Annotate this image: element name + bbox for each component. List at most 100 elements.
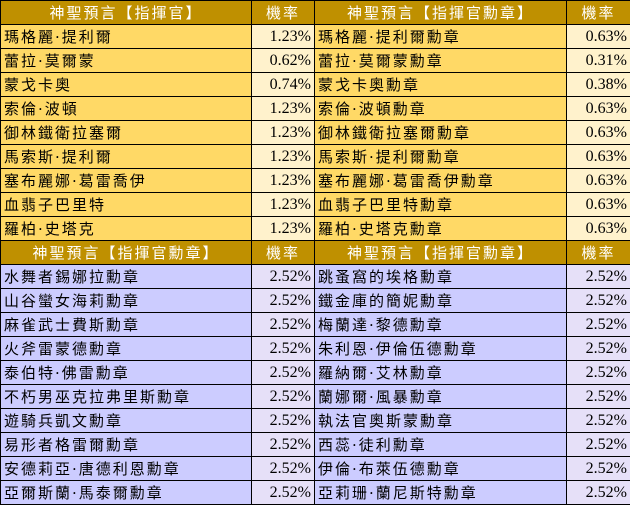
table-row: 火斧雷蒙德勳章 2.52% 朱利恩·伊倫伍德勳章 2.52% bbox=[0, 336, 630, 361]
item-header: 神聖預言【指揮官勳章】 bbox=[314, 240, 567, 265]
item-name-cell: 蘭娜爾·風暴勳章 bbox=[314, 384, 567, 409]
rate-cell: 1.23% bbox=[251, 96, 315, 121]
item-name-cell: 索倫·波頓勳章 bbox=[314, 96, 567, 121]
table-row: 蒙戈卡奧 0.74% 蒙戈卡奧勳章 0.38% bbox=[0, 72, 630, 97]
rate-header: 機率 bbox=[251, 240, 315, 265]
rate-cell: 1.23% bbox=[251, 120, 315, 145]
rate-cell: 2.52% bbox=[566, 480, 630, 505]
item-name-cell: 血翡子巴里特 bbox=[0, 192, 252, 217]
rate-cell: 2.52% bbox=[566, 336, 630, 361]
item-name-cell: 鐵金庫的簡妮勳章 bbox=[314, 288, 567, 313]
rate-cell: 0.74% bbox=[251, 72, 315, 97]
item-name-cell: 瑪格麗·提利爾勳章 bbox=[314, 24, 567, 49]
item-name-cell: 羅柏·史塔克 bbox=[0, 216, 252, 241]
rate-cell: 2.52% bbox=[251, 432, 315, 457]
table-row: 安德莉亞·唐德利恩勳章 2.52% 伊倫·布萊伍德勳章 2.52% bbox=[0, 456, 630, 481]
item-name-cell: 血翡子巴里特勳章 bbox=[314, 192, 567, 217]
item-name-cell: 瑪格麗·提利爾 bbox=[0, 24, 252, 49]
table-row: 索倫·波頓 1.23% 索倫·波頓勳章 0.63% bbox=[0, 96, 630, 121]
table-row: 麻雀武士費斯勳章 2.52% 梅蘭達·黎德勳章 2.52% bbox=[0, 312, 630, 337]
item-name-cell: 亞爾斯蘭·馬泰爾勳章 bbox=[0, 480, 252, 505]
item-name-cell: 安德莉亞·唐德利恩勳章 bbox=[0, 456, 252, 481]
item-name-cell: 易形者格雷爾勳章 bbox=[0, 432, 252, 457]
item-name-cell: 跳蚤窩的埃格勳章 bbox=[314, 264, 567, 289]
table-row: 御林鐵衛拉塞爾 1.23% 御林鐵衛拉塞爾勳章 0.63% bbox=[0, 120, 630, 145]
rate-cell: 2.52% bbox=[566, 384, 630, 409]
item-name-cell: 遊騎兵凱文勳章 bbox=[0, 408, 252, 433]
item-name-cell: 御林鐵衛拉塞爾勳章 bbox=[314, 120, 567, 145]
rate-cell: 2.52% bbox=[566, 360, 630, 385]
item-name-cell: 馬索斯·提利爾 bbox=[0, 144, 252, 169]
item-name-cell: 蒙戈卡奧 bbox=[0, 72, 252, 97]
item-name-cell: 蕾拉·莫爾蒙 bbox=[0, 48, 252, 73]
table-row: 不朽男巫克拉弗里斯勳章 2.52% 蘭娜爾·風暴勳章 2.52% bbox=[0, 384, 630, 409]
item-name-cell: 索倫·波頓 bbox=[0, 96, 252, 121]
item-name-cell: 西蕊·徒利勳章 bbox=[314, 432, 567, 457]
table-row: 蕾拉·莫爾蒙 0.62% 蕾拉·莫爾蒙勳章 0.31% bbox=[0, 48, 630, 73]
rate-cell: 0.63% bbox=[566, 168, 630, 193]
rate-cell: 2.52% bbox=[251, 480, 315, 505]
item-name-cell: 執法官奧斯蒙勳章 bbox=[314, 408, 567, 433]
rate-cell: 1.23% bbox=[251, 216, 315, 241]
rate-cell: 2.52% bbox=[566, 432, 630, 457]
rate-cell: 1.23% bbox=[251, 168, 315, 193]
rate-header: 機率 bbox=[566, 240, 630, 265]
item-name-cell: 伊倫·布萊伍德勳章 bbox=[314, 456, 567, 481]
rate-cell: 2.52% bbox=[251, 264, 315, 289]
table-row: 水舞者錫娜拉勳章 2.52% 跳蚤窩的埃格勳章 2.52% bbox=[0, 264, 630, 289]
rate-cell: 0.38% bbox=[566, 72, 630, 97]
table-row: 塞布麗娜·葛雷喬伊 1.23% 塞布麗娜·葛雷喬伊勳章 0.63% bbox=[0, 168, 630, 193]
rate-cell: 2.52% bbox=[566, 264, 630, 289]
rate-cell: 0.63% bbox=[566, 144, 630, 169]
rate-cell: 1.23% bbox=[251, 24, 315, 49]
rate-cell: 2.52% bbox=[251, 336, 315, 361]
item-header: 神聖預言【指揮官勳章】 bbox=[0, 240, 252, 265]
item-name-cell: 泰伯特·佛雷勳章 bbox=[0, 360, 252, 385]
rate-cell: 1.23% bbox=[251, 144, 315, 169]
rate-cell: 0.63% bbox=[566, 96, 630, 121]
item-name-cell: 不朽男巫克拉弗里斯勳章 bbox=[0, 384, 252, 409]
item-name-cell: 塞布麗娜·葛雷喬伊勳章 bbox=[314, 168, 567, 193]
rate-cell: 0.63% bbox=[566, 192, 630, 217]
rate-cell: 0.63% bbox=[566, 120, 630, 145]
item-header: 神聖預言【指揮官】 bbox=[0, 0, 252, 25]
rate-cell: 2.52% bbox=[566, 456, 630, 481]
rate-cell: 1.23% bbox=[251, 192, 315, 217]
rate-cell: 0.31% bbox=[566, 48, 630, 73]
rate-cell: 2.52% bbox=[251, 408, 315, 433]
rate-cell: 2.52% bbox=[251, 384, 315, 409]
table-row: 遊騎兵凱文勳章 2.52% 執法官奧斯蒙勳章 2.52% bbox=[0, 408, 630, 433]
rate-cell: 0.62% bbox=[251, 48, 315, 73]
rate-header: 機率 bbox=[251, 0, 315, 25]
rate-cell: 2.52% bbox=[251, 288, 315, 313]
probability-table: 神聖預言【指揮官】 機率 神聖預言【指揮官勳章】 機率 瑪格麗·提利爾 1.23% 瑪格麗·… bbox=[0, 0, 630, 505]
rate-header: 機率 bbox=[566, 0, 630, 25]
rate-cell: 2.52% bbox=[566, 408, 630, 433]
rate-cell: 0.63% bbox=[566, 24, 630, 49]
table-row: 亞爾斯蘭·馬泰爾勳章 2.52% 亞莉珊·蘭尼斯特勳章 2.52% bbox=[0, 480, 630, 505]
rate-cell: 2.52% bbox=[251, 312, 315, 337]
rate-cell: 2.52% bbox=[251, 360, 315, 385]
item-name-cell: 羅納爾·艾林勳章 bbox=[314, 360, 567, 385]
item-name-cell: 蕾拉·莫爾蒙勳章 bbox=[314, 48, 567, 73]
rate-cell: 0.63% bbox=[566, 216, 630, 241]
table-row: 易形者格雷爾勳章 2.52% 西蕊·徒利勳章 2.52% bbox=[0, 432, 630, 457]
item-name-cell: 蒙戈卡奧勳章 bbox=[314, 72, 567, 97]
table-row: 瑪格麗·提利爾 1.23% 瑪格麗·提利爾勳章 0.63% bbox=[0, 24, 630, 49]
item-name-cell: 火斧雷蒙德勳章 bbox=[0, 336, 252, 361]
header-row: 神聖預言【指揮官】 機率 神聖預言【指揮官勳章】 機率 bbox=[0, 0, 630, 25]
rate-cell: 2.52% bbox=[566, 312, 630, 337]
header-row: 神聖預言【指揮官勳章】 機率 神聖預言【指揮官勳章】 機率 bbox=[0, 240, 630, 265]
item-name-cell: 山谷蠻女海莉勳章 bbox=[0, 288, 252, 313]
item-name-cell: 朱利恩·伊倫伍德勳章 bbox=[314, 336, 567, 361]
item-name-cell: 水舞者錫娜拉勳章 bbox=[0, 264, 252, 289]
table-row: 馬索斯·提利爾 1.23% 馬索斯·提利爾勳章 0.63% bbox=[0, 144, 630, 169]
item-name-cell: 麻雀武士費斯勳章 bbox=[0, 312, 252, 337]
item-name-cell: 梅蘭達·黎德勳章 bbox=[314, 312, 567, 337]
item-name-cell: 塞布麗娜·葛雷喬伊 bbox=[0, 168, 252, 193]
item-name-cell: 御林鐵衛拉塞爾 bbox=[0, 120, 252, 145]
table-row: 羅柏·史塔克 1.23% 羅柏·史塔克勳章 0.63% bbox=[0, 216, 630, 241]
table-row: 血翡子巴里特 1.23% 血翡子巴里特勳章 0.63% bbox=[0, 192, 630, 217]
rate-cell: 2.52% bbox=[251, 456, 315, 481]
item-header: 神聖預言【指揮官勳章】 bbox=[314, 0, 567, 25]
